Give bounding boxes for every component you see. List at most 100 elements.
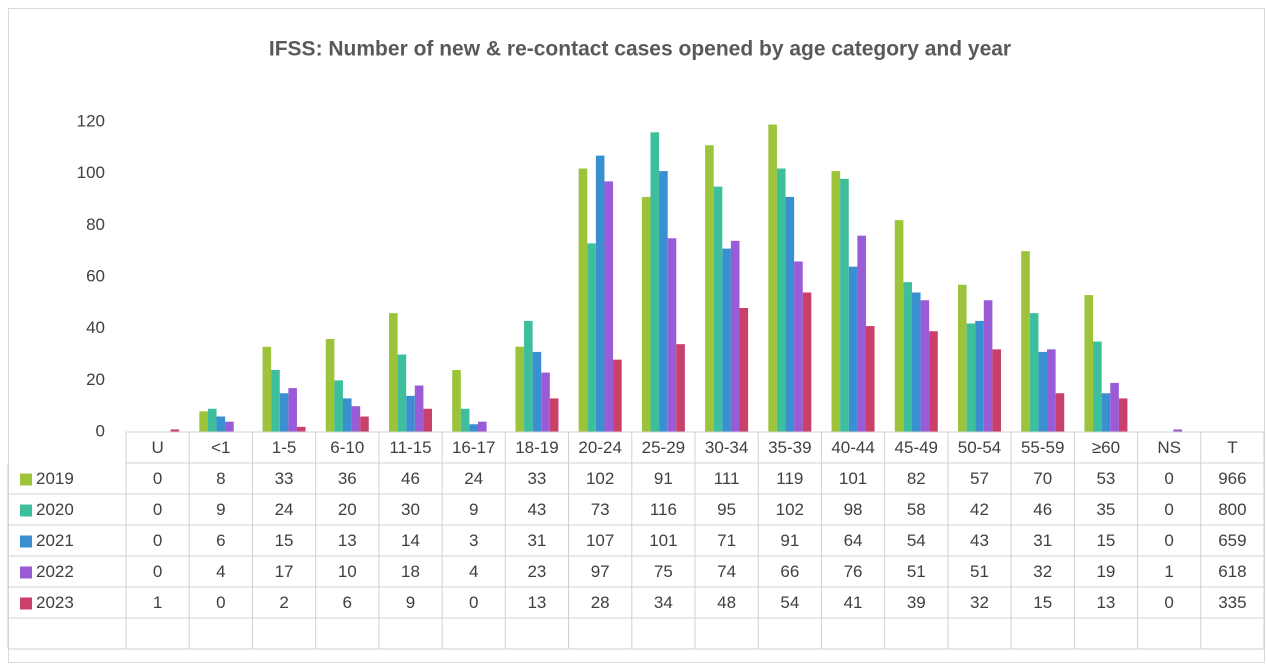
bar: [288, 388, 297, 432]
bar: [840, 178, 849, 432]
table-cell: 82: [907, 469, 926, 488]
table-cell: 10: [338, 562, 357, 581]
bar: [1047, 349, 1056, 432]
table-cell: 6: [216, 531, 225, 550]
table-cell: 57: [970, 469, 989, 488]
table-cell: 1: [153, 593, 162, 612]
table-cell: 51: [907, 562, 926, 581]
table-cell: 4: [469, 562, 478, 581]
x-tick-label: 40-44: [831, 438, 874, 457]
x-tick-label: 30-34: [705, 438, 748, 457]
legend-swatch: [20, 473, 32, 486]
table-cell: 119: [776, 469, 803, 488]
x-tick-label: <1: [211, 438, 230, 457]
table-cell: 91: [654, 469, 673, 488]
bar: [423, 408, 432, 432]
bar: [848, 266, 858, 432]
table-cell: 101: [649, 531, 677, 550]
bar: [1093, 341, 1102, 432]
bar: [785, 196, 795, 432]
chart-frame: [8, 8, 1265, 663]
table-cell: 15: [1033, 593, 1052, 612]
table-cell: 101: [839, 469, 867, 488]
table-cell: 0: [1164, 500, 1173, 519]
table-cell: 9: [469, 500, 478, 519]
bar: [414, 385, 424, 432]
x-tick-label: 45-49: [895, 438, 938, 457]
bar: [705, 145, 714, 432]
table-cell: 33: [275, 469, 294, 488]
table-cell: 0: [153, 500, 162, 519]
bar: [279, 393, 289, 432]
table-cell: 20: [338, 500, 357, 519]
table-cell: 32: [1033, 562, 1052, 581]
bar: [903, 282, 912, 432]
table-cell: 111: [714, 469, 740, 488]
y-tick-label: 0: [96, 421, 105, 440]
bar: [958, 284, 967, 432]
table-cell: 46: [1033, 500, 1052, 519]
table-cell: 8: [216, 469, 225, 488]
table-cell: 97: [591, 562, 610, 581]
bar: [865, 326, 875, 432]
table-cell: 13: [1096, 593, 1115, 612]
table-cell: 0: [1164, 469, 1173, 488]
table-cell: 36: [338, 469, 357, 488]
bar: [659, 171, 668, 433]
table-cell: 76: [844, 562, 863, 581]
bar: [730, 240, 740, 432]
legend-swatch: [20, 597, 32, 610]
legend-label: 2021: [36, 531, 74, 550]
table-cell: 15: [1096, 531, 1115, 550]
bar: [351, 406, 361, 432]
bar: [532, 351, 542, 432]
table-cell: 335: [1218, 593, 1246, 612]
x-tick-label: 6-10: [330, 438, 364, 457]
table-cell: 966: [1218, 469, 1246, 488]
table-cell: 4: [216, 562, 225, 581]
table-cell: 41: [844, 593, 863, 612]
table-cell: 31: [527, 531, 546, 550]
bar: [992, 349, 1001, 432]
bar: [262, 346, 272, 432]
bar: [389, 313, 398, 432]
table-cell: 102: [586, 469, 614, 488]
bar: [966, 323, 976, 432]
table-cell: 43: [527, 500, 546, 519]
bar: [722, 248, 731, 432]
bar: [325, 339, 335, 432]
x-tick-label: 16-17: [452, 438, 495, 457]
bar: [207, 408, 217, 432]
bar: [641, 196, 651, 432]
table-cell: 71: [717, 531, 736, 550]
y-tick-label: 20: [86, 370, 105, 389]
table-cell: 24: [275, 500, 294, 519]
bar: [225, 421, 234, 432]
table-cell: 32: [970, 593, 989, 612]
bar: [334, 380, 343, 432]
table-cell: 0: [216, 593, 225, 612]
table-cell: 0: [1164, 593, 1173, 612]
table-cell: 9: [406, 593, 415, 612]
table-cell: 34: [654, 593, 673, 612]
table-cell: 102: [776, 500, 804, 519]
table-cell: 58: [907, 500, 926, 519]
table-cell: 95: [717, 500, 736, 519]
x-tick-label: 50-54: [958, 438, 1001, 457]
table-cell: 51: [970, 562, 989, 581]
x-tick-label: 20-24: [578, 438, 621, 457]
legend-swatch: [20, 504, 32, 517]
table-cell: 74: [717, 562, 736, 581]
table-cell: 70: [1033, 469, 1052, 488]
bar: [541, 372, 550, 432]
bar: [1173, 429, 1183, 432]
x-tick-label: 25-29: [642, 438, 685, 457]
table-cell: 659: [1218, 531, 1246, 550]
table-cell: 0: [153, 531, 162, 550]
chart-title: IFSS: Number of new & re-contact cases o…: [269, 38, 1011, 61]
bar: [983, 300, 993, 432]
table-cell: 98: [844, 500, 863, 519]
legend-swatch: [20, 566, 32, 579]
table-cell: 0: [153, 469, 162, 488]
